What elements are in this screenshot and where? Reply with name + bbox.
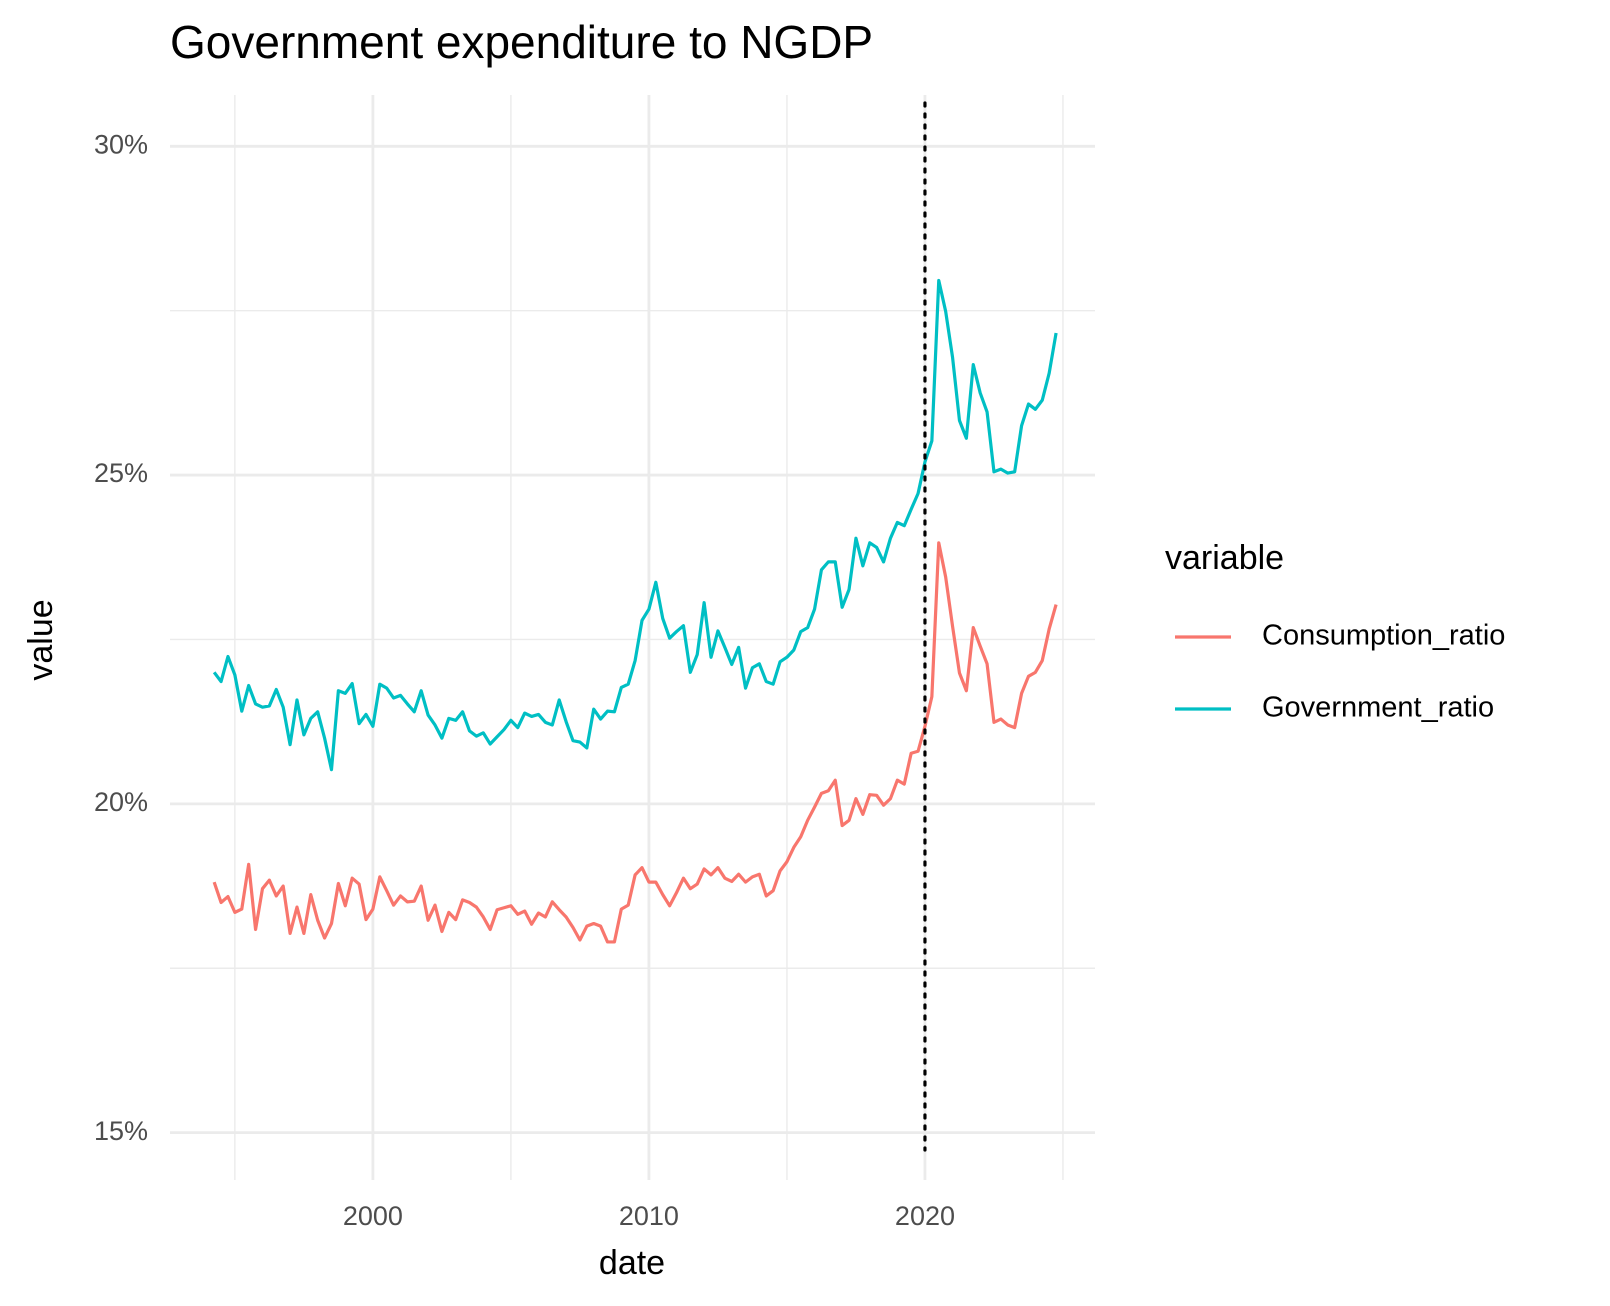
marks — [212, 101, 1058, 1152]
y-tick-label: 15% — [94, 1116, 148, 1146]
grid — [170, 95, 1095, 1180]
y-tick-label: 30% — [94, 129, 148, 159]
legend-label: Government_ratio — [1262, 692, 1494, 724]
legend-title: variable — [1165, 539, 1284, 577]
x-axis-title: date — [599, 1244, 665, 1282]
legend-label: Consumption_ratio — [1262, 620, 1505, 652]
data-line — [212, 541, 1058, 944]
chart-title: Government expenditure to NGDP — [170, 16, 873, 68]
y-axis-title: value — [22, 599, 60, 680]
x-tick-label: 2000 — [343, 1201, 403, 1231]
data-line — [212, 278, 1058, 772]
y-tick-label: 25% — [94, 458, 148, 488]
x-tick-label: 2020 — [895, 1201, 955, 1231]
x-tick-label: 2010 — [619, 1201, 679, 1231]
y-tick-label: 20% — [94, 787, 148, 817]
